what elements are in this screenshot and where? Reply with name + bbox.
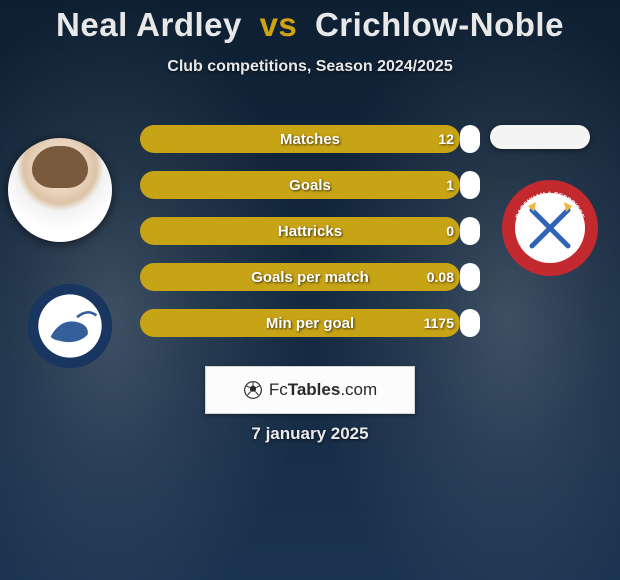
player1-club-crest (26, 282, 114, 370)
player2-club-crest: DAGENHAM & REDBRIDGE 1992 (500, 178, 600, 278)
page-title: Neal Ardley vs Crichlow-Noble (0, 0, 620, 44)
stat-row: 0.08Goals per match (140, 263, 480, 291)
fctables-logo-text: FcTables.com (269, 380, 377, 400)
logo-suffix: .com (340, 380, 377, 399)
stats-container: 12Matches 1Goals 0Hattricks 0.08Goals per m… (140, 125, 480, 355)
stat-value-right: 12 (404, 125, 454, 153)
logo-tables: Tables (288, 380, 341, 399)
stat-bar-right (460, 263, 480, 291)
stat-value-right: 0.08 (404, 263, 454, 291)
soccer-ball-icon (243, 380, 263, 400)
stat-value-left (150, 171, 188, 199)
crest-right-year: 1992 (541, 254, 560, 264)
stat-row: 12Matches (140, 125, 480, 153)
player2-avatar (490, 125, 590, 149)
stat-bar-right (460, 171, 480, 199)
svg-text:1992: 1992 (541, 254, 560, 264)
stat-row: 1175Min per goal (140, 309, 480, 337)
stat-value-left (150, 309, 188, 337)
title-player2: Crichlow-Noble (315, 6, 564, 43)
stat-value-right: 1175 (404, 309, 454, 337)
title-player1: Neal Ardley (56, 6, 242, 43)
date-label: 7 january 2025 (0, 424, 620, 444)
logo-fc: Fc (269, 380, 288, 399)
stat-value-left (150, 263, 188, 291)
stat-row: 0Hattricks (140, 217, 480, 245)
stat-bar-right (460, 309, 480, 337)
stat-bar-right (460, 125, 480, 153)
fctables-logo: FcTables.com (205, 366, 415, 414)
stat-value-right: 0 (404, 217, 454, 245)
stat-value-left (150, 217, 188, 245)
title-vs: vs (260, 6, 298, 43)
stat-row: 1Goals (140, 171, 480, 199)
stat-bar-right (460, 217, 480, 245)
subtitle: Club competitions, Season 2024/2025 (0, 58, 620, 76)
player1-avatar (8, 138, 112, 242)
stat-value-left (150, 125, 188, 153)
stat-value-right: 1 (404, 171, 454, 199)
